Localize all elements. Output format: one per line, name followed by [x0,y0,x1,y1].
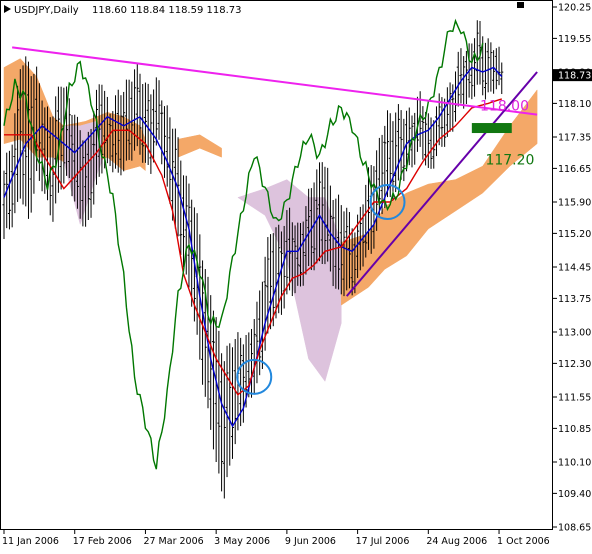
y-tick-label: 114.45 [558,263,591,274]
y-tick-label: 110.85 [558,424,591,435]
x-axis: 11 Jan 2006 17 Feb 2006 27 Mar 2006 3 May 2… [2,530,550,547]
x-tick-label: 11 Jan 2006 [2,536,59,547]
header-arrow-icon [4,5,11,13]
x-tick-label: 17 Feb 2006 [73,536,132,547]
y-axis: 120.25119.55118.80118.10117.35116.65115.… [553,3,592,534]
y-tick-label: 110.10 [558,458,591,469]
y-tick-label: 115.90 [558,198,591,209]
y-tick-label: 115.20 [558,229,591,240]
current-price-box [553,69,592,82]
y-tick-label: 112.30 [558,359,591,370]
trendlines [12,46,538,297]
target-bar [471,123,512,134]
x-tick-label: 1 Oct 2006 [497,536,550,547]
price-annotation: 118.00 [480,99,529,115]
highlight-circle [236,358,273,395]
price-annotation: 117.20 [485,152,534,168]
y-tick-label: 113.75 [558,294,591,305]
indicator-line [4,98,503,396]
y-tick-label: 108.65 [558,523,591,534]
indicator-line [3,18,484,470]
y-tick-label: 119.55 [558,34,591,45]
y-tick-label: 117.35 [558,133,591,144]
y-tick-label: 118.10 [558,99,591,110]
plot-frame [0,0,553,530]
y-tick-label: 116.65 [558,164,591,175]
chart-header: USDJPY,Daily 118.60 118.84 118.59 118.73 [4,2,524,16]
price-bars [2,20,504,499]
x-tick-label: 27 Mar 2006 [143,536,203,547]
trendline [12,46,538,116]
y-tick-label: 113.00 [558,328,591,339]
current-price-label: 118.73 [558,71,591,82]
x-tick-label: 24 Aug 2006 [426,536,487,547]
y-tick-label: 109.40 [558,489,591,500]
indicator-lines [3,18,503,470]
annotations: 118.00 117.20 [236,99,534,395]
highlight-circle [369,184,406,220]
x-tick-label: 3 May 2006 [214,536,270,547]
x-tick-label: 17 Jul 2006 [356,536,410,547]
corner-marker-icon [517,2,524,8]
trendline [345,71,538,297]
y-tick-label: 120.25 [558,3,591,14]
ohlc-header: 118.60 118.84 118.59 118.73 [92,5,242,16]
cloud-band [341,89,538,306]
chart-title: USDJPY,Daily [14,5,79,16]
y-tick-label: 111.55 [558,393,591,404]
x-tick-label: 9 Jun 2006 [285,536,336,547]
